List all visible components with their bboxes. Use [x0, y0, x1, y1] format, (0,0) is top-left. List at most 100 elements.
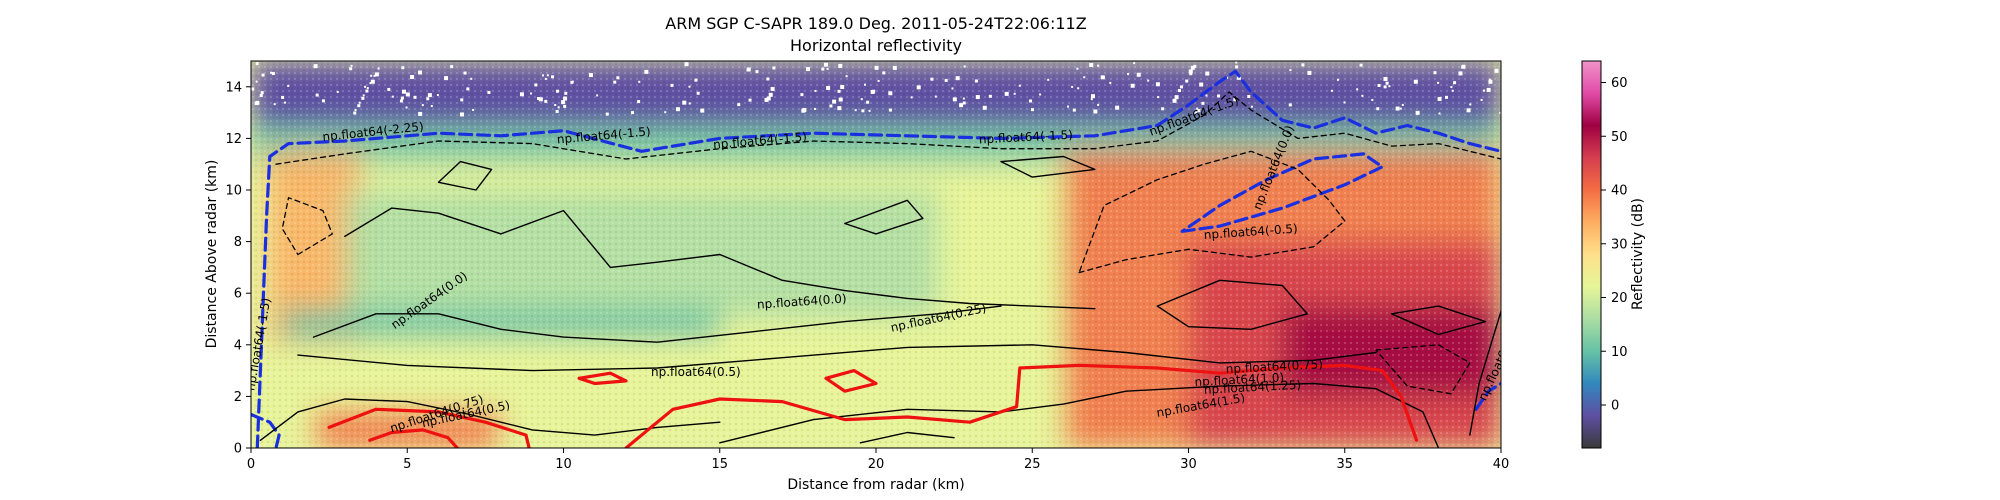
speckle — [350, 64, 353, 67]
speckle — [399, 99, 403, 103]
speckle — [1499, 111, 1501, 114]
speckle — [426, 97, 430, 101]
speckle — [868, 109, 871, 112]
speckle — [369, 82, 372, 85]
speckle — [1385, 81, 1389, 85]
speckle — [436, 94, 439, 97]
speckle — [1466, 108, 1471, 113]
speckle — [364, 85, 367, 88]
speckle — [866, 100, 870, 104]
speckle — [888, 108, 892, 112]
speckle — [1461, 64, 1466, 69]
contour-label: np.float64(1.25) — [1204, 378, 1302, 397]
speckle — [845, 75, 848, 78]
contour-red — [327, 407, 531, 448]
x-tick-label: 35 — [1336, 457, 1353, 472]
speckle — [772, 66, 776, 70]
speckle — [321, 99, 325, 103]
contour-black — [859, 431, 955, 444]
speckle — [1433, 71, 1437, 75]
speckle — [1359, 63, 1363, 67]
speckle — [1205, 94, 1208, 97]
speckle — [1097, 64, 1100, 67]
speckle — [554, 104, 557, 107]
speckle — [417, 70, 422, 75]
speckle — [1401, 103, 1404, 106]
speckle — [313, 64, 318, 69]
y-tick-label: 14 — [225, 80, 242, 95]
speckle — [882, 71, 886, 75]
x-tick-label: 30 — [1180, 457, 1197, 472]
contour-label: np.float64(-1.5) — [979, 128, 1074, 147]
speckle — [374, 72, 379, 77]
speckle — [555, 89, 559, 93]
speckle — [930, 77, 934, 81]
speckle — [271, 72, 275, 76]
speckle — [1361, 94, 1364, 97]
speckle — [1371, 98, 1374, 101]
speckle — [806, 67, 811, 72]
speckle — [1336, 78, 1339, 81]
speckle — [840, 84, 845, 89]
speckle — [1147, 79, 1150, 82]
speckle — [1199, 82, 1204, 87]
speckle — [1185, 79, 1189, 83]
speckle — [281, 95, 285, 99]
speckle — [688, 85, 691, 88]
speckle — [555, 109, 559, 113]
speckle — [637, 100, 641, 104]
y-tick-label: 12 — [225, 132, 242, 147]
chart-title: ARM SGP C-SAPR 189.0 Deg. 2011-05-24T22:… — [665, 14, 1086, 33]
speckle — [962, 101, 966, 105]
speckle — [684, 62, 689, 67]
speckle — [838, 63, 843, 68]
speckle — [1109, 81, 1112, 84]
speckle — [287, 84, 290, 87]
speckle — [1172, 98, 1177, 103]
speckle — [837, 106, 842, 111]
speckle — [982, 105, 987, 110]
speckle — [1047, 78, 1050, 81]
speckle — [349, 67, 353, 71]
speckle — [1090, 94, 1095, 99]
speckle — [260, 91, 264, 95]
speckle — [644, 69, 649, 74]
contour-label: np.float64(-0.5) — [1203, 221, 1298, 242]
speckle — [1013, 92, 1016, 95]
x-tick-label: 15 — [711, 457, 728, 472]
speckle — [1489, 78, 1492, 81]
colorbar-label: Reflectivity (dB) — [1630, 198, 1646, 310]
contour-black — [344, 207, 1096, 310]
speckle — [1288, 103, 1292, 107]
speckle — [1399, 107, 1402, 110]
speckle — [694, 78, 698, 82]
speckle — [959, 103, 964, 108]
speckle — [664, 111, 667, 114]
speckle — [538, 97, 543, 102]
speckle — [270, 71, 273, 74]
contour-blue-dashed — [1180, 152, 1384, 233]
contour-black-dashed — [1078, 150, 1346, 274]
speckle — [821, 67, 825, 71]
speckle — [1127, 73, 1130, 76]
speckle — [1494, 68, 1499, 73]
speckle — [768, 92, 773, 97]
speckle — [1174, 95, 1179, 100]
speckle — [888, 91, 893, 96]
speckle — [1189, 72, 1193, 76]
speckle — [910, 96, 913, 99]
clear-air-speckles — [251, 61, 1501, 117]
speckle — [951, 87, 954, 90]
speckle — [1177, 89, 1181, 93]
speckle — [670, 83, 674, 87]
speckle — [444, 76, 449, 81]
speckle — [813, 107, 816, 110]
speckle — [974, 79, 978, 83]
speckle — [387, 87, 391, 91]
speckle — [401, 66, 405, 70]
speckle — [542, 74, 545, 77]
speckle — [1097, 103, 1100, 106]
speckle — [814, 89, 817, 92]
speckle — [801, 108, 806, 113]
speckle — [963, 65, 966, 68]
